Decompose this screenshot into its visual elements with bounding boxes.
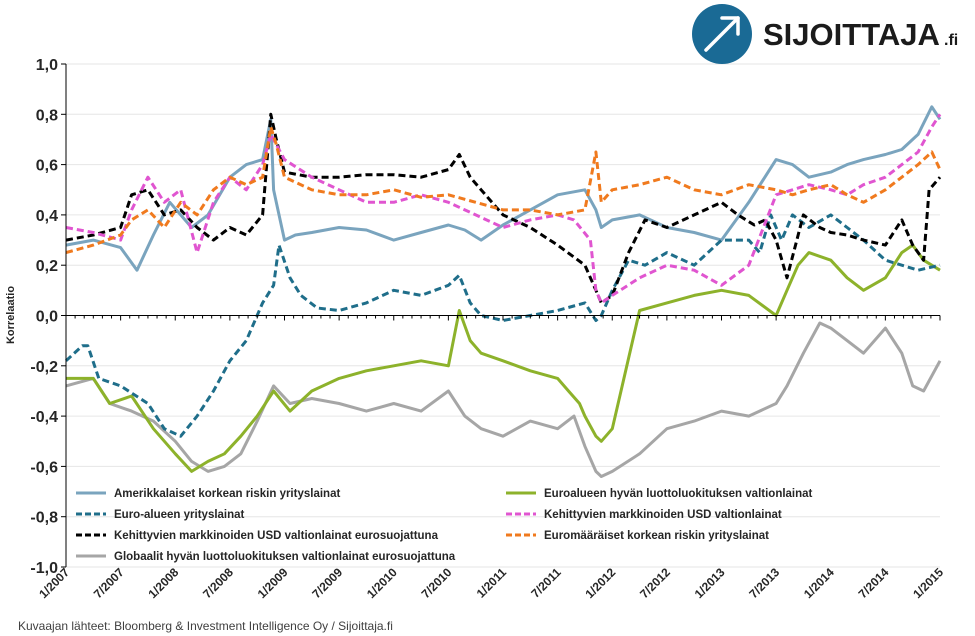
x-tick-label: 1/2008 [146, 565, 182, 601]
source-note: Kuvaajan lähteet: Bloomberg & Investment… [18, 619, 393, 633]
legend-label: Euro-alueen yrityslainat [114, 509, 245, 521]
brand-name: SIJOITTAJA [763, 17, 940, 52]
x-tick-label: 7/2013 [746, 565, 782, 601]
y-tick-label: 0,6 [36, 158, 58, 175]
x-tick-label: 1/2012 [583, 565, 619, 601]
legend-label: Euroalueen hyvän luottoluokituksen valti… [544, 488, 813, 500]
series-lines [64, 105, 942, 478]
x-tick-labels: 1/2007 7/2007 1/2008 7/2008 1/2009 7/2009 1/20… [36, 565, 946, 601]
x-tick-label: 1/2011 [474, 565, 510, 601]
y-tick-labels: 1,0 0,8 0,6 0,4 0,2 0,0 -0,2 -0,4 -0,6 -0,8 -1,0 [30, 57, 58, 577]
y-tick-label: 0,4 [36, 208, 58, 225]
legend-entry: Euromääräiset korkean riskin yrityslaina… [506, 530, 769, 542]
x-tick-label: 7/2010 [419, 565, 455, 601]
x-tick-label: 7/2012 [637, 565, 673, 601]
series-line [64, 213, 941, 438]
x-tick-label: 1/2013 [692, 565, 728, 601]
legend-entry: Kehittyvien markkinoiden USD valtionlain… [506, 509, 782, 521]
legend-entry: Globaalit hyvän luottoluokituksen valtio… [76, 551, 456, 563]
series-line [65, 321, 942, 478]
y-tick-label: -0,6 [30, 459, 58, 476]
series-line [65, 113, 942, 305]
brand-logo: SIJOITTAJA .fi [692, 4, 958, 64]
legend: Amerikkalaiset korkean riskin yrityslain… [76, 488, 813, 563]
x-tick-label: 7/2011 [528, 565, 564, 601]
x-tick-label: 1/2010 [364, 565, 400, 601]
legend-label: Amerikkalaiset korkean riskin yrityslain… [114, 488, 340, 500]
x-tick-label: 7/2007 [91, 565, 127, 601]
y-tick-label: 0,0 [36, 309, 58, 326]
brand-suffix: .fi [944, 32, 958, 49]
legend-entry: Kehittyvien markkinoiden USD valtionlain… [76, 530, 439, 542]
legend-entry: Euro-alueen yrityslainat [76, 509, 245, 521]
y-axis-label: Korrelaatio [5, 286, 17, 344]
x-tick-label: 7/2014 [856, 565, 892, 601]
y-tick-label: -1,0 [30, 560, 58, 577]
legend-entry: Amerikkalaiset korkean riskin yrityslain… [76, 488, 340, 500]
x-tick-label: 7/2008 [200, 565, 236, 601]
y-tick-label: 0,8 [36, 107, 58, 124]
axes [61, 63, 941, 568]
y-tick-label: 0,2 [36, 258, 58, 275]
x-tick-label: 1/2015 [910, 565, 946, 601]
series-line [65, 112, 942, 305]
series-line [65, 105, 942, 272]
x-tick-label: 1/2009 [255, 565, 291, 601]
series-line [66, 243, 941, 473]
legend-entry: Euroalueen hyvän luottoluokituksen valti… [506, 488, 813, 500]
x-tick-label: 1/2014 [801, 565, 837, 601]
y-tick-label: 1,0 [36, 57, 58, 74]
arrow-up-right-icon [704, 16, 740, 52]
legend-label: Kehittyvien markkinoiden USD valtionlain… [114, 530, 439, 542]
legend-label: Euromääräiset korkean riskin yrityslaina… [544, 530, 769, 542]
x-tick-label: 7/2009 [309, 565, 345, 601]
legend-label: Globaalit hyvän luottoluokituksen valtio… [114, 551, 456, 563]
legend-label: Kehittyvien markkinoiden USD valtionlain… [544, 509, 782, 521]
y-tick-label: -0,4 [30, 409, 58, 426]
series-line [65, 125, 942, 255]
y-tick-label: -0,2 [30, 359, 58, 376]
y-tick-label: -0,8 [30, 510, 58, 527]
